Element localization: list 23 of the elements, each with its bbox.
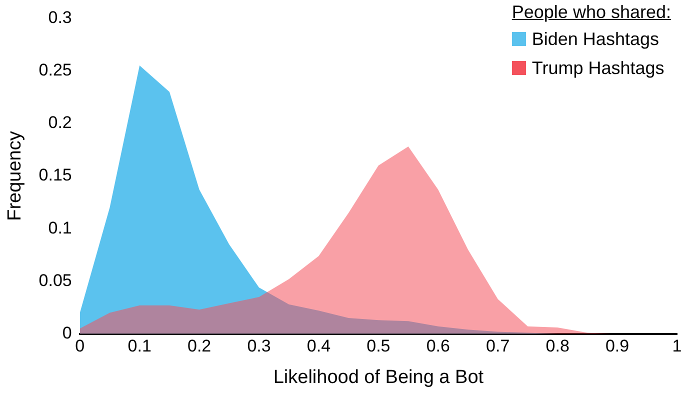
legend-label: Biden Hashtags [532, 28, 659, 51]
y-tick-label: 0.2 [48, 113, 72, 132]
y-tick-label: 0.3 [48, 8, 72, 27]
y-tick-label: 0.25 [38, 60, 72, 80]
x-tick-label: 1 [672, 336, 682, 356]
x-tick-label: 0.9 [605, 336, 630, 356]
x-tick-label: 0.1 [128, 336, 152, 356]
legend-title: People who shared: [512, 2, 671, 23]
x-tick-label: 0.3 [247, 336, 271, 356]
y-tick-label: 0.1 [48, 218, 72, 238]
x-tick-label: 0.6 [426, 336, 450, 356]
legend-label: Trump Hashtags [532, 57, 664, 80]
x-tick-label: 0.5 [366, 336, 390, 356]
x-tick-label: 0.4 [306, 336, 331, 356]
x-axis-title: Likelihood of Being a Bot [273, 366, 484, 388]
x-tick-label: 0.7 [486, 336, 510, 356]
y-axis-title: Frequency [4, 130, 26, 221]
y-tick-label: 0 [62, 323, 72, 342]
x-tick-label: 0.8 [546, 336, 570, 356]
y-tick-label: 0.05 [38, 270, 72, 290]
x-tick-label: 0 [75, 336, 85, 356]
x-tick-label: 0.2 [187, 336, 212, 356]
y-tick-label: 0.15 [38, 166, 72, 185]
